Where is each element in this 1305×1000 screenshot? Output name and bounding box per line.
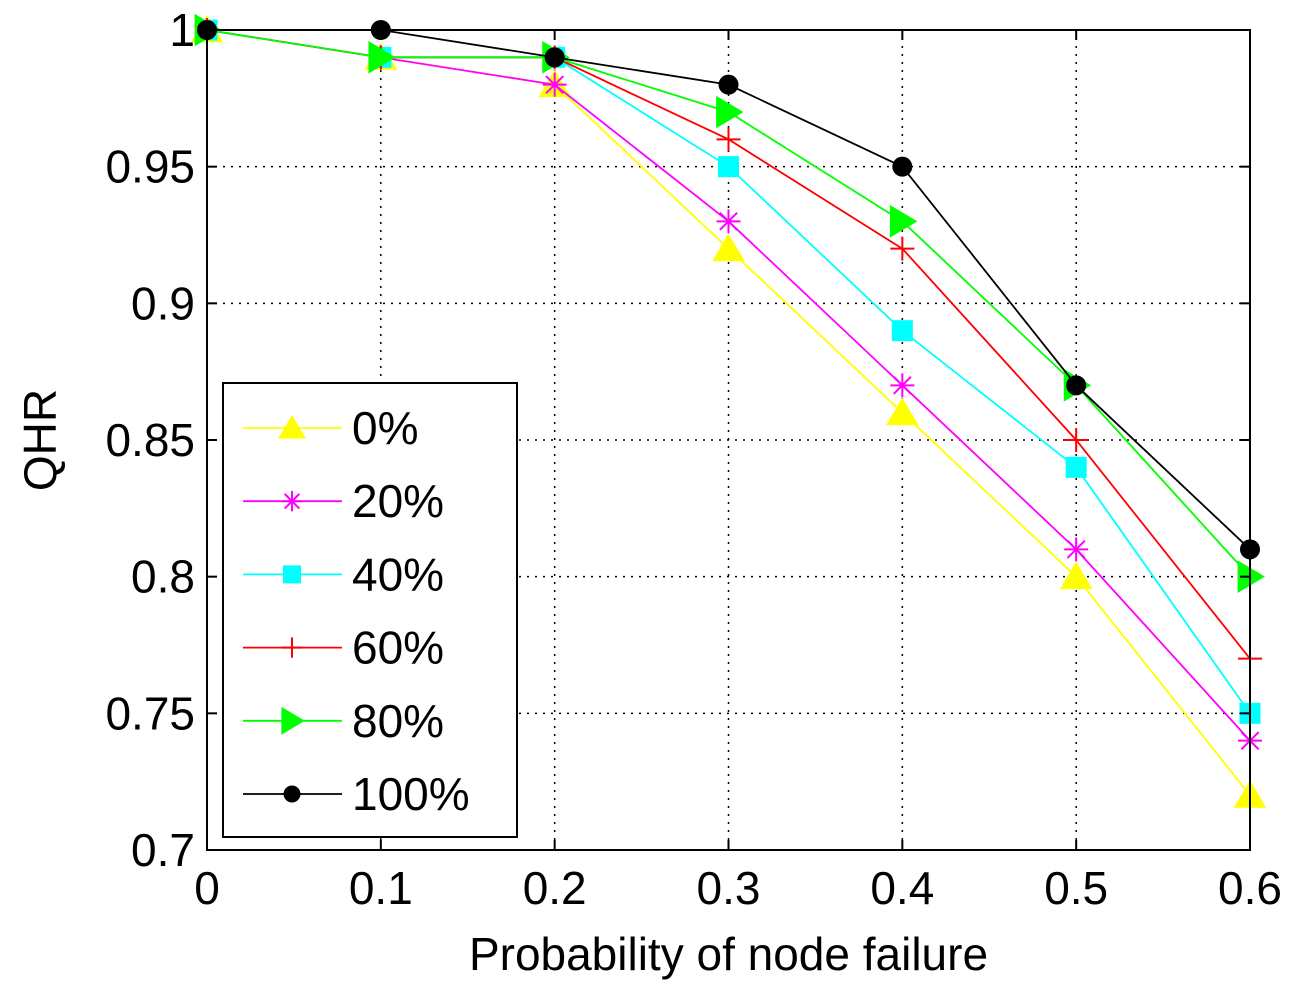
data-point [1066, 375, 1087, 396]
data-point [890, 236, 915, 261]
data-point [718, 74, 739, 95]
data-point [892, 156, 913, 177]
legend-entry: 40% [243, 548, 444, 600]
axis-ticks: 0 0.1 0.2 0.3 0.4 0.5 0.6 0.7 0.75 0.8 0.85 0.9 0.95… [105, 4, 1282, 914]
data-point [544, 47, 565, 68]
legend-label: 0% [352, 402, 418, 454]
data-point [1065, 456, 1087, 478]
y-tick-label: 0.95 [105, 141, 195, 193]
legend-entry: 0% [243, 402, 418, 454]
x-tick-label: 0.1 [349, 862, 413, 914]
y-tick-label: 0.85 [105, 414, 195, 466]
data-point [891, 320, 913, 342]
series-layer [190, 13, 1267, 808]
legend-marker [278, 415, 306, 439]
legend-label: 20% [352, 475, 444, 527]
y-tick-label: 1 [169, 4, 195, 56]
data-point [1237, 560, 1265, 593]
y-tick-label: 0.75 [105, 687, 195, 739]
data-point [889, 205, 918, 238]
x-tick-label: 0.3 [697, 862, 761, 914]
data-point [368, 41, 396, 74]
legend-label: 60% [352, 622, 444, 674]
legend-marker [281, 706, 305, 735]
data-point [716, 209, 741, 234]
data-point [716, 95, 744, 129]
data-point [1064, 537, 1089, 562]
legend-marker [281, 491, 303, 512]
legend-box [222, 382, 518, 838]
legend-marker [283, 565, 301, 584]
legend-label: 40% [352, 548, 444, 600]
data-point [542, 72, 567, 97]
data-point [1064, 428, 1089, 452]
x-tick-label: 0.5 [1044, 862, 1108, 914]
legend: 0% 20% 40% 60% 80% 100% [222, 382, 518, 838]
data-point [718, 156, 739, 178]
legend-entry: 20% [243, 475, 444, 527]
x-axis-label: Probability of node failure [469, 928, 988, 980]
data-point [1059, 561, 1093, 590]
x-tick-label: 0.2 [523, 862, 587, 914]
data-point [712, 233, 745, 262]
y-tick-label: 0.8 [131, 551, 195, 603]
data-point [890, 373, 915, 398]
x-tick-label: 0.4 [870, 862, 934, 914]
x-tick-label: 0.6 [1218, 862, 1282, 914]
y-axis-label: QHR [14, 389, 66, 491]
legend-entry: 80% [243, 695, 444, 747]
legend-entry: 100% [243, 768, 470, 820]
legend-label: 80% [352, 695, 444, 747]
y-tick-label: 0.7 [131, 824, 195, 876]
y-tick-label: 0.9 [131, 277, 195, 329]
data-point [886, 397, 919, 426]
legend-marker [281, 637, 303, 658]
legend-entry: 60% [243, 622, 444, 674]
x-tick-label: 0 [194, 862, 220, 914]
legend-marker [283, 785, 301, 803]
data-point [716, 127, 741, 152]
legend-label: 100% [352, 768, 470, 820]
